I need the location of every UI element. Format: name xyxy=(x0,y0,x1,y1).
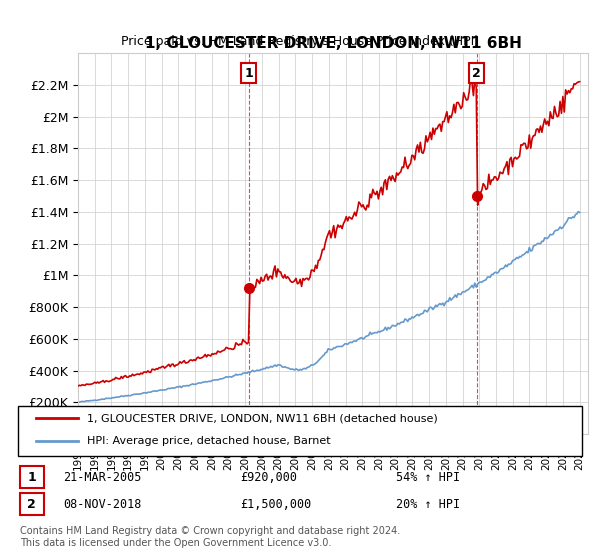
Text: 1, GLOUCESTER DRIVE, LONDON, NW11 6BH (detached house): 1, GLOUCESTER DRIVE, LONDON, NW11 6BH (d… xyxy=(87,413,438,423)
Text: 1: 1 xyxy=(244,67,253,80)
Text: 20% ↑ HPI: 20% ↑ HPI xyxy=(396,497,460,511)
Text: Contains HM Land Registry data © Crown copyright and database right 2024.
This d: Contains HM Land Registry data © Crown c… xyxy=(20,526,400,548)
Text: 2: 2 xyxy=(472,67,481,80)
Text: £920,000: £920,000 xyxy=(240,470,297,484)
Title: 1, GLOUCESTER DRIVE, LONDON, NW11 6BH: 1, GLOUCESTER DRIVE, LONDON, NW11 6BH xyxy=(145,36,521,50)
Text: 2: 2 xyxy=(28,497,36,511)
Text: 54% ↑ HPI: 54% ↑ HPI xyxy=(396,470,460,484)
Text: £1,500,000: £1,500,000 xyxy=(240,497,311,511)
Text: 1: 1 xyxy=(28,470,36,484)
Text: HPI: Average price, detached house, Barnet: HPI: Average price, detached house, Barn… xyxy=(87,436,331,446)
Text: 21-MAR-2005: 21-MAR-2005 xyxy=(63,470,142,484)
Text: 08-NOV-2018: 08-NOV-2018 xyxy=(63,497,142,511)
Text: Price paid vs. HM Land Registry's House Price Index (HPI): Price paid vs. HM Land Registry's House … xyxy=(121,35,479,48)
